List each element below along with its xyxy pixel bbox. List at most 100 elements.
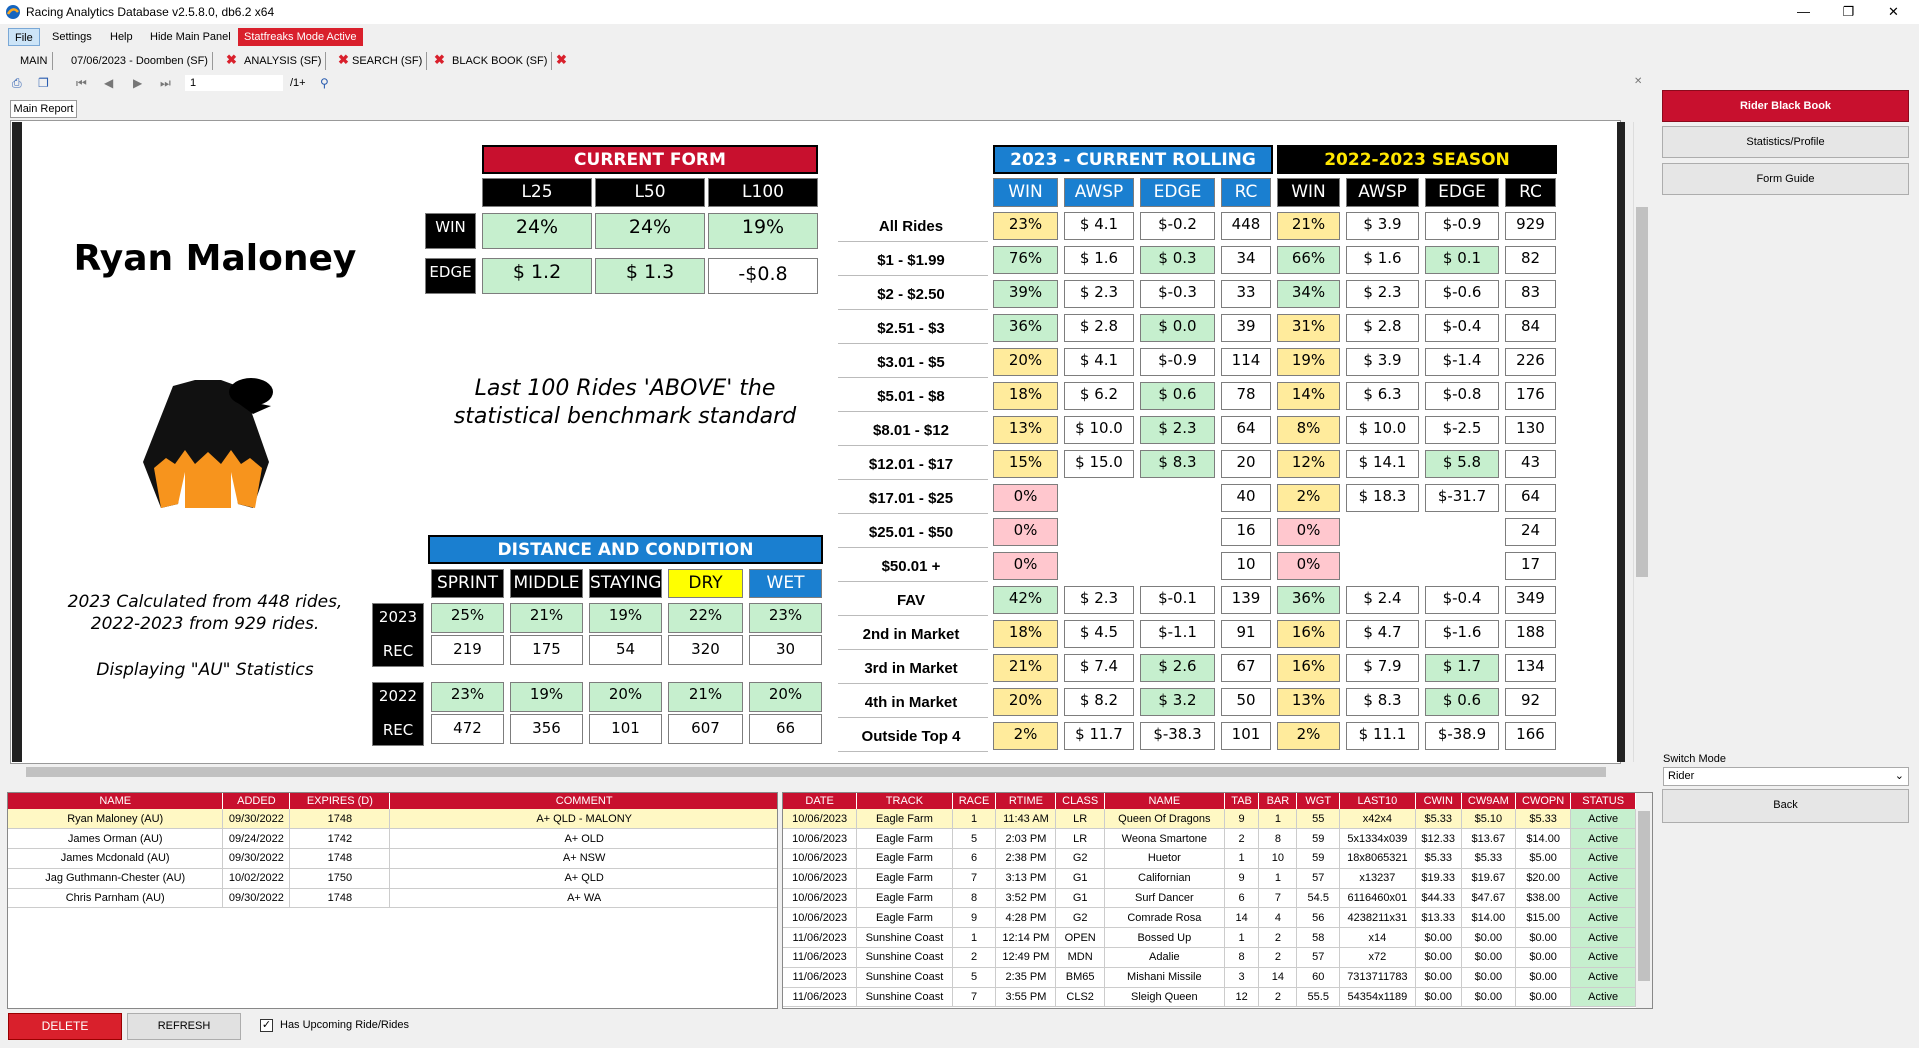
column-header[interactable]: NAME xyxy=(8,793,224,809)
last-page-icon[interactable]: ⏭ xyxy=(160,76,171,90)
maximize-button[interactable]: ❐ xyxy=(1842,4,1855,19)
column-header[interactable]: WGT xyxy=(1296,793,1341,809)
distance-pct-cell: 23% xyxy=(749,603,822,633)
refresh-button[interactable]: REFRESH xyxy=(127,1013,241,1040)
switch-mode-select[interactable]: Rider ⌄ xyxy=(1663,767,1909,786)
table-cell: 8 xyxy=(1258,828,1298,850)
column-header[interactable]: LAST10 xyxy=(1339,793,1416,809)
table-row[interactable]: Chris Parnham (AU) 09/30/2022 1748 A+ WA xyxy=(8,888,777,909)
rider-black-book-button[interactable]: Rider Black Book xyxy=(1662,90,1909,122)
rolling-cell: 2% xyxy=(1277,722,1340,750)
upcoming-checkbox[interactable]: ✓ xyxy=(260,1019,273,1032)
column-header[interactable]: TRACK xyxy=(856,793,953,809)
table-cell: 12 xyxy=(1224,987,1260,1008)
form-guide-button[interactable]: Form Guide xyxy=(1662,163,1909,195)
table-cell: Bossed Up xyxy=(1104,927,1225,949)
tab-search[interactable]: SEARCH (SF) xyxy=(348,52,428,70)
menu-file[interactable]: File xyxy=(8,28,40,46)
table-row[interactable]: 10/06/2023 Eagle Farm 9 4:28 PM G2 Comrade Ro… xyxy=(783,907,1636,929)
tab-black-book[interactable]: BLACK BOOK (SF) xyxy=(448,52,553,70)
table-row[interactable]: Ryan Maloney (AU) 09/30/2022 1748 A+ QLD - … xyxy=(8,809,777,830)
copy-icon[interactable]: ❐ xyxy=(38,76,49,90)
column-header[interactable]: STATUS xyxy=(1570,793,1636,809)
find-icon[interactable]: ⚲ xyxy=(320,76,329,90)
next-page-icon[interactable]: ▶ xyxy=(133,76,143,90)
table-row[interactable]: 10/06/2023 Eagle Farm 6 2:38 PM G2 Huetor 1 10 5… xyxy=(783,848,1636,869)
scroll-thumb[interactable] xyxy=(1636,207,1648,577)
mode-active-badge[interactable]: Statfreaks Mode Active xyxy=(238,28,363,46)
close-report-icon[interactable]: ✕ xyxy=(1634,76,1643,87)
tab-close-icon[interactable]: ✖ xyxy=(556,52,567,67)
column-header[interactable]: BAR xyxy=(1258,793,1298,809)
report-hscrollbar[interactable] xyxy=(10,764,1621,780)
page-number-input[interactable]: 1 xyxy=(185,75,283,91)
minimize-button[interactable]: — xyxy=(1797,4,1810,19)
table-row[interactable]: 11/06/2023 Sunshine Coast 7 3:55 PM CLS2 Slei… xyxy=(783,987,1636,1008)
hscroll-thumb[interactable] xyxy=(26,767,1606,777)
grid-scroll-thumb[interactable] xyxy=(1638,811,1650,981)
menu-help[interactable]: Help xyxy=(110,31,133,43)
statistics-profile-button[interactable]: Statistics/Profile xyxy=(1662,126,1909,158)
tab-close-icon[interactable]: ✖ xyxy=(226,52,237,67)
table-cell: $5.33 xyxy=(1415,848,1462,869)
distance-pct-cell: 21% xyxy=(510,603,583,633)
menu-settings[interactable]: Settings xyxy=(52,31,92,43)
table-cell: $20.00 xyxy=(1515,868,1572,889)
table-row[interactable]: 11/06/2023 Sunshine Coast 1 12:14 PM OPEN Bos… xyxy=(783,927,1636,949)
table-row[interactable]: 10/06/2023 Eagle Farm 7 3:13 PM G1 California… xyxy=(783,868,1636,889)
distance-pct-cell: 25% xyxy=(431,603,504,633)
rolling-cell: $ 10.0 xyxy=(1346,416,1419,444)
menu-hide-main-panel[interactable]: Hide Main Panel xyxy=(150,31,231,43)
table-row[interactable]: James Orman (AU) 09/24/2022 1742 A+ OLD xyxy=(8,828,777,850)
tab-main-report[interactable]: Main Report xyxy=(10,100,77,118)
tab-main[interactable]: MAIN xyxy=(16,52,53,70)
table-row[interactable]: 10/06/2023 Eagle Farm 5 2:03 PM LR Weona Smar… xyxy=(783,828,1636,850)
column-header[interactable]: DATE xyxy=(783,793,858,809)
column-header[interactable]: RACE xyxy=(952,793,997,809)
column-header[interactable]: RTIME xyxy=(995,793,1057,809)
table-cell: Comrade Rosa xyxy=(1104,907,1225,929)
distance-rec-cell: 175 xyxy=(510,635,583,665)
row-divider xyxy=(838,275,988,276)
rolling-cell: $ 3.9 xyxy=(1346,348,1419,376)
column-header[interactable]: CWIN xyxy=(1415,793,1462,809)
delete-button[interactable]: DELETE xyxy=(8,1013,122,1040)
column-header[interactable]: NAME xyxy=(1104,793,1225,809)
rolling-cell: 34% xyxy=(1277,280,1340,308)
rolling-cell: 20% xyxy=(993,348,1058,376)
prev-page-icon[interactable]: ◀ xyxy=(104,76,114,90)
close-window-button[interactable]: ✕ xyxy=(1888,4,1899,19)
table-row[interactable]: 10/06/2023 Eagle Farm 1 11:43 AM LR Queen Of … xyxy=(783,809,1636,830)
first-page-icon[interactable]: ⏮ xyxy=(76,76,87,90)
column-header[interactable]: CW9AM xyxy=(1461,793,1516,809)
table-row[interactable]: James Mcdonald (AU) 09/30/2022 1748 A+ NSW xyxy=(8,848,777,869)
print-icon[interactable]: ⎙ xyxy=(12,76,22,90)
table-row[interactable]: Jag Guthmann-Chester (AU) 10/02/2022 1750 A… xyxy=(8,868,777,889)
rolling-cell: $-1.1 xyxy=(1140,620,1215,648)
column-header[interactable]: CLASS xyxy=(1055,793,1105,809)
rolling-cell: $ 2.3 xyxy=(1064,280,1134,308)
rolling-cell: 20% xyxy=(993,688,1058,716)
table-row[interactable]: 11/06/2023 Sunshine Coast 5 2:35 PM BM65 Mish… xyxy=(783,967,1636,988)
column-header[interactable]: EXPIRES (D) xyxy=(289,793,391,809)
tab-doomben[interactable]: 07/06/2023 - Doomben (SF) xyxy=(67,52,213,70)
grid-vscrollbar[interactable] xyxy=(1636,793,1652,1008)
column-header[interactable]: CWOPN xyxy=(1515,793,1572,809)
rolling-cell: 16% xyxy=(1277,654,1340,682)
table-cell: 12:49 PM xyxy=(995,947,1057,968)
rolling-cell: $-38.3 xyxy=(1140,722,1215,750)
row-divider xyxy=(838,241,988,242)
calc-line-1: 2023 Calculated from 448 rides, xyxy=(67,592,343,612)
column-header[interactable]: COMMENT xyxy=(389,793,777,809)
tab-close-icon[interactable]: ✖ xyxy=(338,52,349,67)
table-cell: 55.5 xyxy=(1296,987,1341,1008)
column-header[interactable]: ADDED xyxy=(222,793,291,809)
table-row[interactable]: 11/06/2023 Sunshine Coast 2 12:49 PM MDN Adal… xyxy=(783,947,1636,968)
rolling-cell: 176 xyxy=(1505,382,1556,410)
table-row[interactable]: 10/06/2023 Eagle Farm 8 3:52 PM G1 Surf Dance… xyxy=(783,888,1636,909)
tab-close-icon[interactable]: ✖ xyxy=(434,52,445,67)
column-header[interactable]: TAB xyxy=(1224,793,1260,809)
back-button[interactable]: Back xyxy=(1662,789,1909,823)
report-vscrollbar[interactable] xyxy=(1633,122,1649,762)
tab-analysis[interactable]: ANALYSIS (SF) xyxy=(240,52,327,70)
